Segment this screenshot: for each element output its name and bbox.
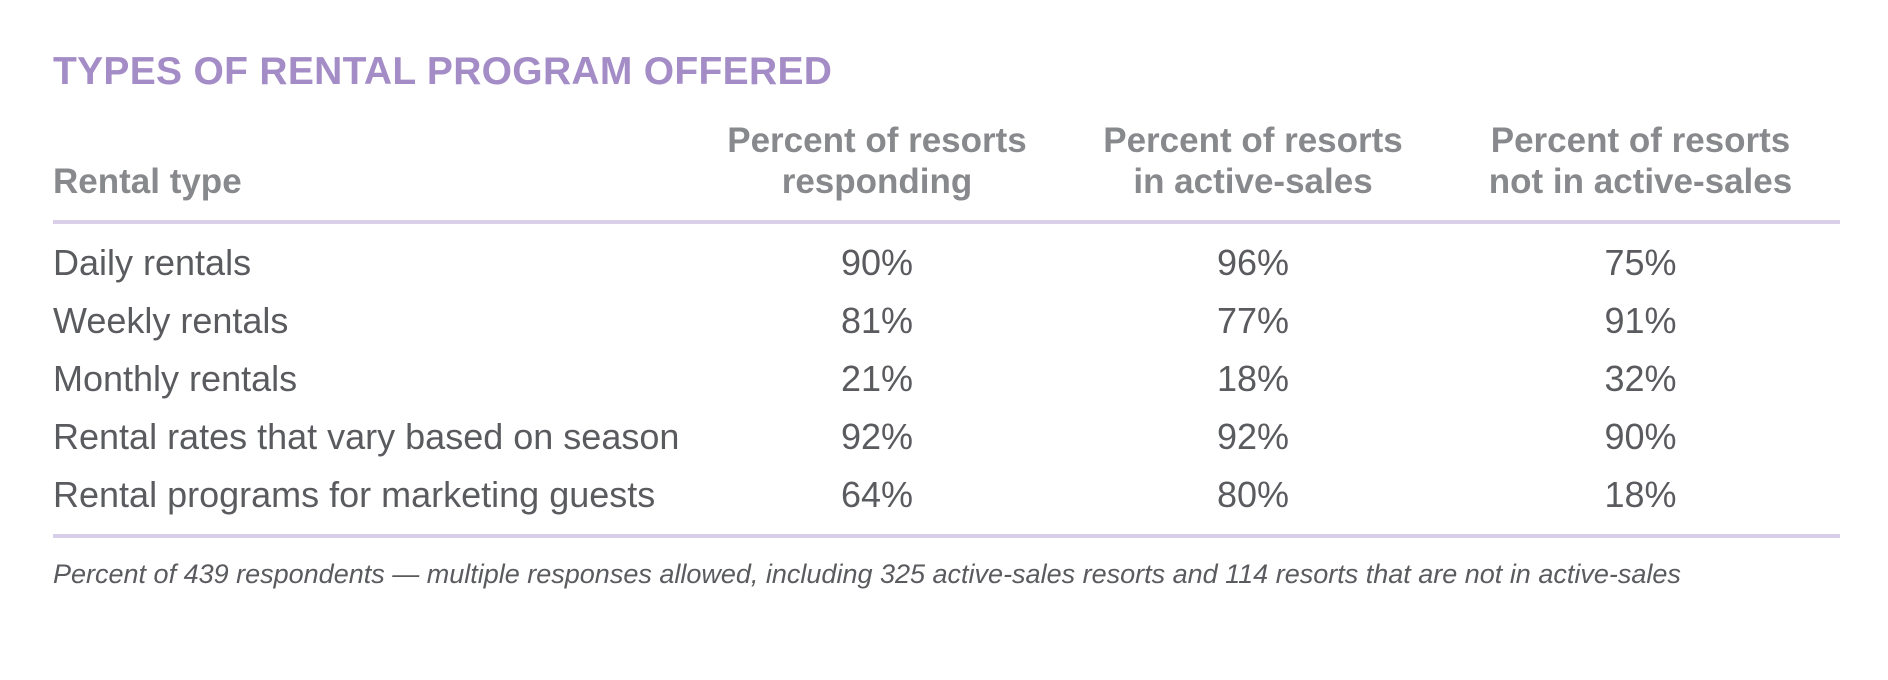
row-label: Rental rates that vary based on season <box>53 416 680 457</box>
row-label: Weekly rentals <box>53 300 289 341</box>
table-footnote: Percent of 439 respondents — multiple re… <box>53 559 1681 589</box>
header-percent-responding-line-2: responding <box>781 162 973 201</box>
header-percent-responding-line-1: Percent of resorts <box>727 121 1027 160</box>
header-percent-active-sales-line-2: in active-sales <box>1133 162 1373 201</box>
cell-percent-active-sales: 96% <box>1216 242 1290 283</box>
cell-percent-not-active-sales: 18% <box>1441 466 1840 538</box>
cell-percent-not-active-sales: 75% <box>1604 242 1677 283</box>
cell-percent-not-active-sales: 90% <box>1604 416 1677 457</box>
header-percent-active-sales: Percent of resorts in active-sales <box>1065 120 1441 224</box>
cell-percent-not-active-sales: 91% <box>1604 300 1677 341</box>
header-percent-not-active-sales: Percent of resorts not in active-sales <box>1441 120 1840 224</box>
header-rental-type-line-1: Rental type <box>53 162 242 201</box>
table-row-seasonal-rates: Rental rates that vary based on season 9… <box>53 408 1840 466</box>
row-label: Daily rentals <box>53 242 252 283</box>
header-percent-not-active-sales-line-2: not in active-sales <box>1488 162 1793 201</box>
cell-percent-not-active-sales: 32% <box>1604 358 1677 399</box>
cell-percent-responding: 92% <box>840 416 914 457</box>
header-percent-responding: Percent of resorts responding <box>689 120 1065 224</box>
table-row-marketing-guests: Rental programs for marketing guests 64%… <box>53 466 1840 538</box>
cell-percent-active-sales: 77% <box>1216 300 1290 341</box>
header-percent-not-active-sales-line-1: Percent of resorts <box>1490 121 1791 160</box>
cell-percent-active-sales: 92% <box>1216 416 1290 457</box>
cell-percent-responding: 64% <box>689 466 1065 538</box>
table-row-monthly-rentals: Monthly rentals 21% 18% 32% <box>53 350 1840 408</box>
figure-title: TYPES OF RENTAL PROGRAM OFFERED <box>53 50 833 93</box>
table-row-daily-rentals: Daily rentals 90% 96% 75% <box>53 222 1840 292</box>
header-rental-type: Rental type <box>53 120 689 224</box>
header-percent-active-sales-line-1: Percent of resorts <box>1103 121 1403 160</box>
cell-percent-active-sales: 80% <box>1065 466 1441 538</box>
table-header-row: Rental type Percent of resorts respondin… <box>53 120 1840 224</box>
row-label: Monthly rentals <box>53 358 298 399</box>
table-row-weekly-rentals: Weekly rentals 81% 77% 91% <box>53 292 1840 350</box>
row-label: Rental programs for marketing guests <box>53 466 689 538</box>
cell-percent-active-sales: 18% <box>1216 358 1290 399</box>
cell-percent-responding: 81% <box>840 300 914 341</box>
cell-percent-responding: 21% <box>840 358 914 399</box>
rental-type-table: Rental type Percent of resorts respondin… <box>53 120 1840 538</box>
cell-percent-responding: 90% <box>840 242 914 283</box>
